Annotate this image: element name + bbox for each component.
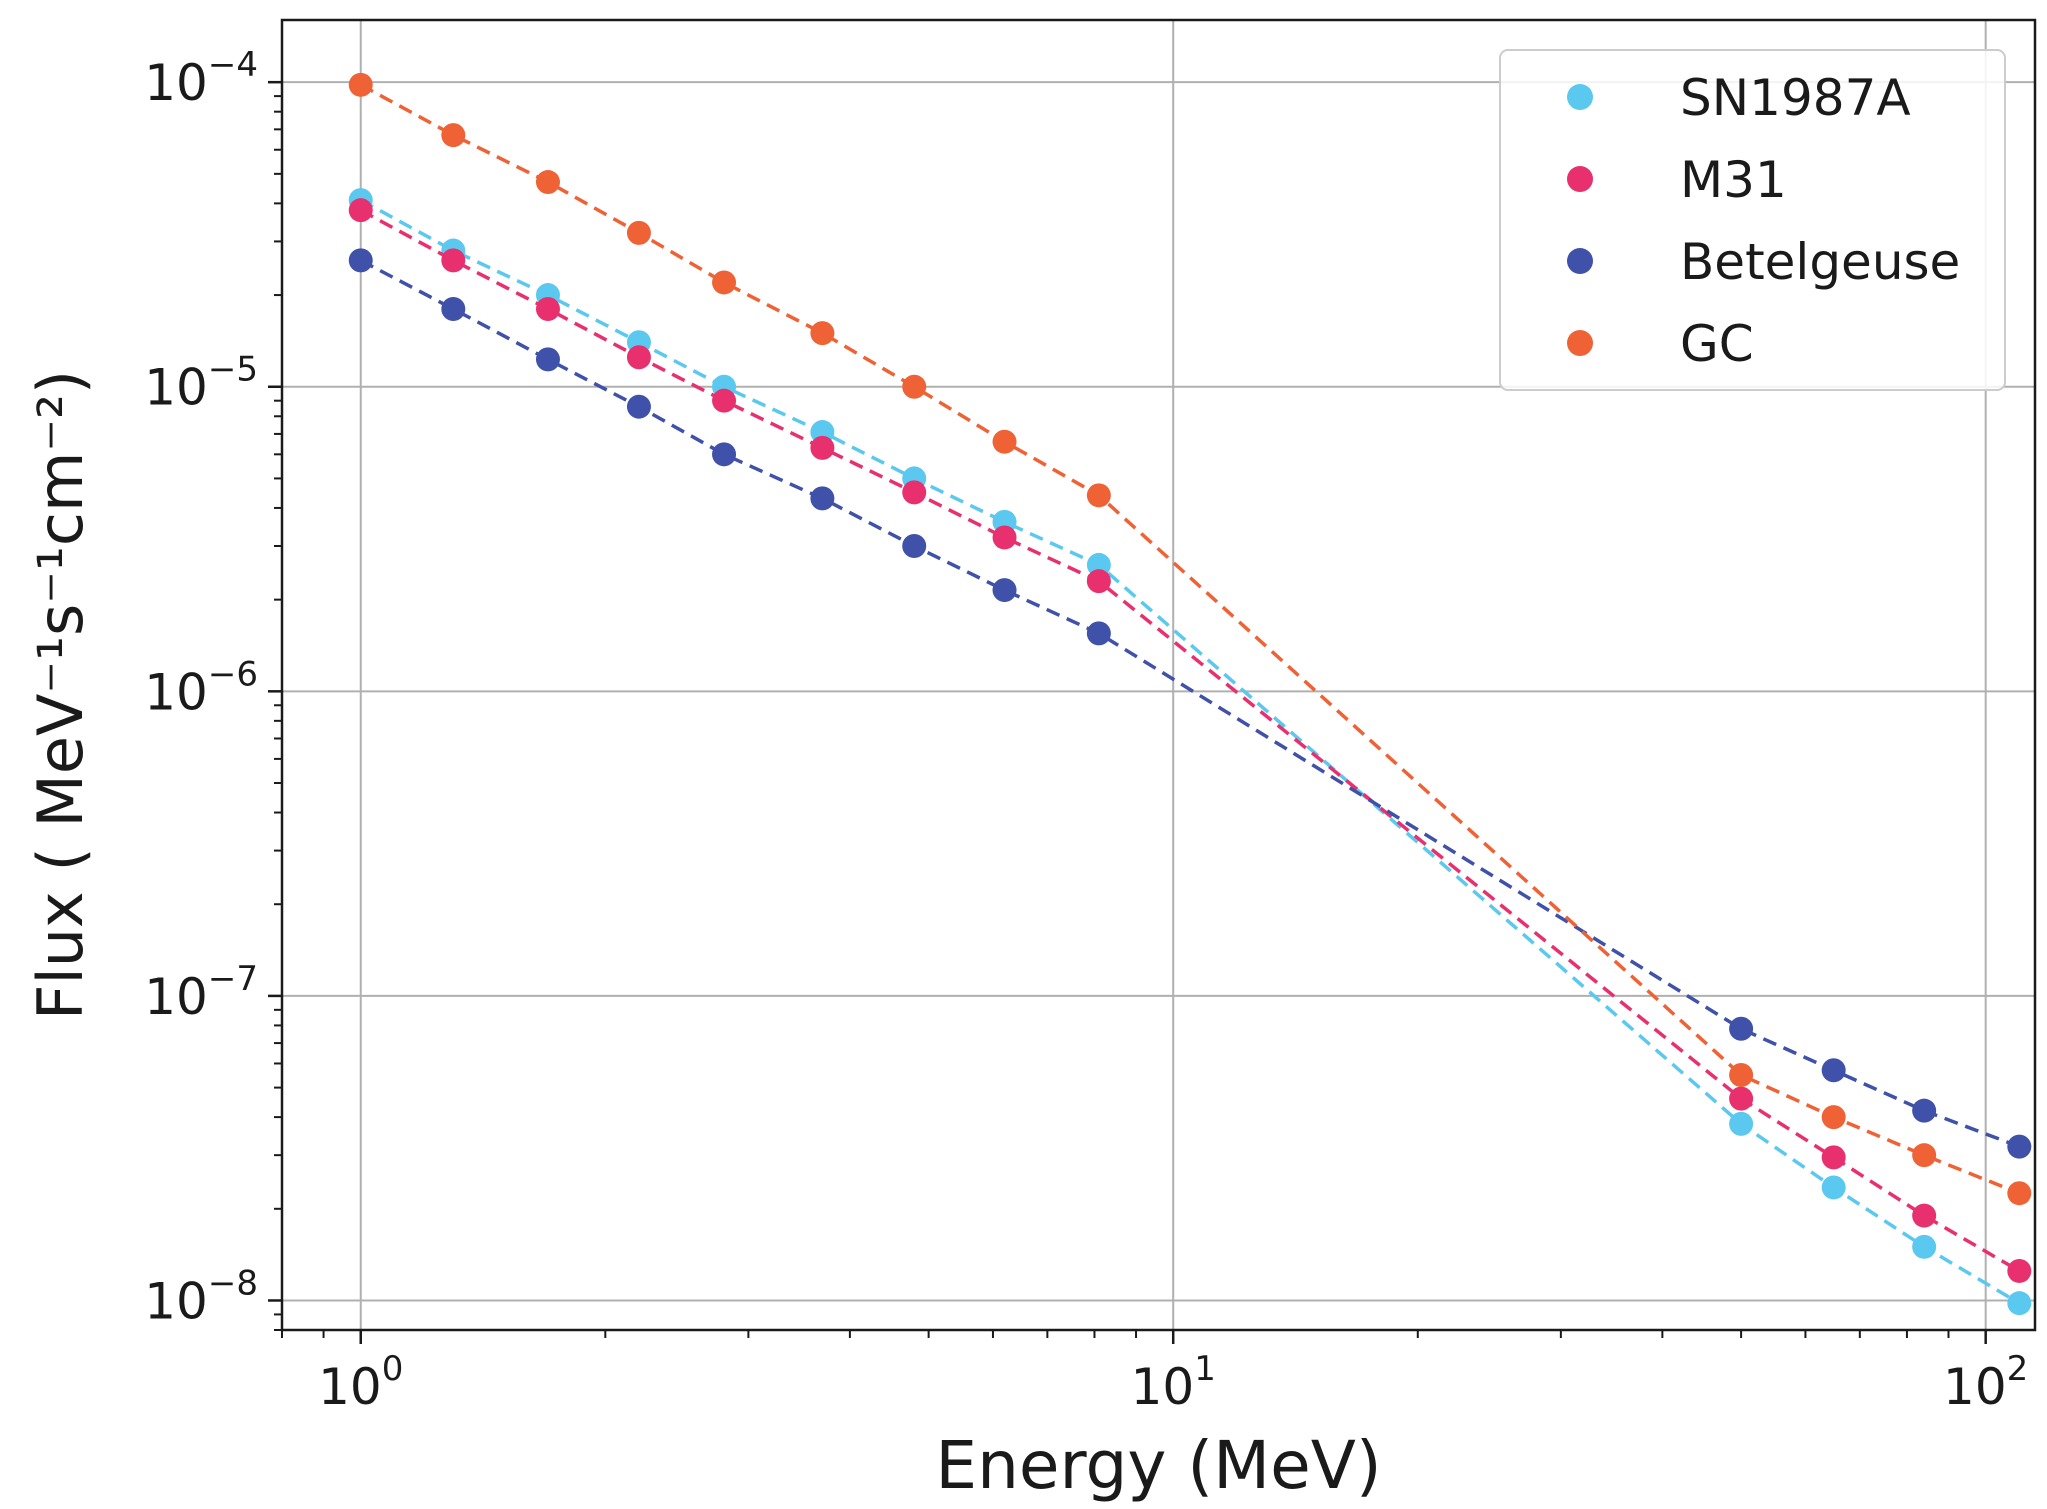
- y-tick-label: 10−5: [144, 350, 258, 417]
- series-m31: [348, 198, 2032, 1283]
- data-point: [902, 374, 927, 399]
- data-point: [810, 486, 835, 511]
- y-tick-label: 10−7: [144, 959, 258, 1026]
- legend-box: [1499, 49, 2006, 391]
- series-gc: [348, 72, 2032, 1206]
- data-point: [1821, 1058, 1846, 1083]
- legend-label: M31: [1680, 151, 1787, 209]
- legend-item-gc: GC: [1567, 315, 1754, 373]
- data-point: [712, 270, 737, 295]
- legend-marker: [1567, 166, 1593, 192]
- plot-frame: [280, 18, 2037, 1332]
- data-point: [1912, 1203, 1937, 1228]
- data-point: [1912, 1143, 1937, 1168]
- data-point: [626, 220, 651, 245]
- data-point: [992, 525, 1017, 550]
- legend-label: Betelgeuse: [1680, 233, 1960, 291]
- legend-label: SN1987A: [1680, 69, 1911, 127]
- x-axis-title: Energy (MeV): [935, 1427, 1381, 1504]
- data-point: [535, 296, 560, 321]
- data-point: [1086, 483, 1111, 508]
- x-tick-label: 100: [318, 1349, 403, 1416]
- data-point: [712, 442, 737, 467]
- data-point: [2007, 1291, 2032, 1316]
- y-tick-label: 10−4: [144, 45, 258, 112]
- y-tick-label: 10−8: [144, 1263, 258, 1330]
- data-point: [810, 435, 835, 460]
- legend-item-sn1987a: SN1987A: [1567, 69, 1911, 127]
- data-point: [902, 480, 927, 505]
- x-tick-label: 102: [1943, 1349, 2028, 1416]
- data-point: [1821, 1105, 1846, 1130]
- series-line: [359, 258, 2020, 1149]
- data-point: [992, 429, 1017, 454]
- data-point: [2007, 1134, 2032, 1159]
- data-point: [348, 72, 373, 97]
- legend-marker: [1567, 84, 1593, 110]
- data-point: [1729, 1086, 1754, 1111]
- legend-marker: [1567, 330, 1593, 356]
- data-point: [626, 345, 651, 370]
- minor-ticks: [274, 95, 1950, 1338]
- data-point: [441, 296, 466, 321]
- data-point: [1086, 621, 1111, 646]
- y-tick-label: 10−6: [144, 654, 258, 721]
- data-point: [1729, 1062, 1754, 1087]
- data-point: [1912, 1098, 1937, 1123]
- data-point: [626, 394, 651, 419]
- data-point: [992, 578, 1017, 603]
- y-axis-title: Flux ( MeV⁻¹s⁻¹cm⁻²): [24, 370, 97, 1020]
- data-point: [441, 123, 466, 148]
- legend-entries: SN1987A M31 Betelgeuse GC: [1567, 69, 1960, 373]
- data-point: [1821, 1175, 1846, 1200]
- series-betelgeuse: [348, 248, 2032, 1159]
- data-point: [1729, 1016, 1754, 1041]
- data-point: [348, 248, 373, 273]
- data-point: [2007, 1181, 2032, 1206]
- tick-layer: 100 101 102 10−8 10−7 10−6 10−5 10−4: [144, 45, 2028, 1416]
- data-point: [712, 388, 737, 413]
- legend-marker: [1567, 248, 1593, 274]
- data-point: [1912, 1234, 1937, 1259]
- data-point: [810, 321, 835, 346]
- legend-item-m31: M31: [1567, 151, 1787, 209]
- data-point: [2007, 1258, 2032, 1283]
- legend-item-betelgeuse: Betelgeuse: [1567, 233, 1960, 291]
- data-point: [535, 170, 560, 195]
- legend: SN1987A M31 Betelgeuse GC: [1499, 49, 2006, 391]
- series-layer: [348, 72, 2032, 1316]
- x-tick-label: 101: [1131, 1349, 1216, 1416]
- data-point: [902, 534, 927, 559]
- data-point: [1729, 1111, 1754, 1136]
- data-point: [441, 248, 466, 273]
- legend-label: GC: [1680, 315, 1754, 373]
- data-point: [348, 198, 373, 223]
- data-point: [535, 347, 560, 372]
- data-point: [1086, 569, 1111, 594]
- data-point: [1821, 1145, 1846, 1170]
